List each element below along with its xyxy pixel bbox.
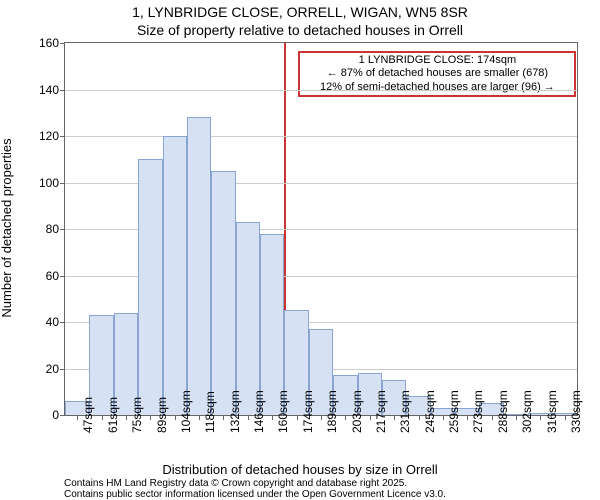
- y-tick-label: 20: [46, 362, 65, 376]
- x-tick-label: 302sqm: [520, 390, 534, 433]
- x-tick: [443, 415, 444, 420]
- x-tick-label: 174sqm: [301, 390, 315, 433]
- x-tick-label: 160sqm: [276, 390, 290, 433]
- footer-attribution: Contains HM Land Registry data © Crown c…: [64, 478, 446, 500]
- y-tick-label: 40: [46, 315, 65, 329]
- x-tick-label: 118sqm: [203, 391, 217, 433]
- x-tick: [102, 415, 103, 420]
- chart-title-line2: Size of property relative to detached ho…: [0, 22, 600, 38]
- x-tick-label: 132sqm: [228, 390, 242, 433]
- annotation-line: 1 LYNBRIDGE CLOSE: 174sqm: [300, 54, 574, 67]
- y-tick-label: 80: [46, 222, 65, 236]
- gridline: [65, 136, 577, 137]
- y-tick-label: 120: [39, 129, 65, 143]
- x-tick-label: 330sqm: [569, 390, 583, 433]
- x-axis-label: Distribution of detached houses by size …: [0, 462, 600, 477]
- x-tick-label: 47sqm: [81, 397, 95, 433]
- x-tick: [126, 415, 127, 420]
- footer-line2: Contains public sector information licen…: [64, 489, 446, 500]
- x-tick: [345, 415, 346, 420]
- x-tick: [516, 415, 517, 420]
- y-tick-label: 140: [39, 83, 65, 97]
- histogram-bar: [163, 136, 187, 415]
- x-tick-label: 231sqm: [398, 390, 412, 433]
- x-tick-label: 189sqm: [325, 390, 339, 433]
- x-tick: [467, 415, 468, 420]
- histogram-bar: [138, 159, 162, 415]
- histogram-bar: [211, 171, 235, 415]
- x-tick-label: 217sqm: [374, 390, 388, 433]
- histogram-bar: [260, 234, 284, 415]
- plot-area: 1 LYNBRIDGE CLOSE: 174sqm← 87% of detach…: [64, 42, 578, 416]
- footer-line1: Contains HM Land Registry data © Crown c…: [64, 478, 446, 489]
- x-tick: [297, 415, 298, 420]
- x-tick-label: 316sqm: [545, 390, 559, 433]
- histogram-bar: [236, 222, 260, 415]
- x-tick: [540, 415, 541, 420]
- x-tick-label: 245sqm: [423, 390, 437, 433]
- x-tick: [175, 415, 176, 420]
- histogram-bar: [187, 117, 211, 415]
- x-tick: [199, 415, 200, 420]
- chart-title-line1: 1, LYNBRIDGE CLOSE, ORRELL, WIGAN, WN5 8…: [0, 4, 600, 20]
- x-tick-label: 146sqm: [252, 390, 266, 433]
- y-axis-label: Number of detached properties: [0, 138, 14, 317]
- x-tick-label: 89sqm: [155, 397, 169, 433]
- x-tick: [394, 415, 395, 420]
- gridline: [65, 90, 577, 91]
- x-tick: [419, 415, 420, 420]
- x-tick: [77, 415, 78, 420]
- x-tick-label: 61sqm: [106, 397, 120, 433]
- y-tick-label: 160: [39, 36, 65, 50]
- x-tick-label: 288sqm: [496, 390, 510, 433]
- x-tick: [223, 415, 224, 420]
- y-tick-label: 100: [39, 176, 65, 190]
- x-tick-label: 259sqm: [447, 390, 461, 433]
- y-tick-label: 0: [52, 408, 65, 422]
- x-tick: [492, 415, 493, 420]
- y-tick-label: 60: [46, 269, 65, 283]
- x-tick-label: 203sqm: [350, 390, 364, 433]
- x-tick: [321, 415, 322, 420]
- x-tick: [565, 415, 566, 420]
- x-tick: [272, 415, 273, 420]
- x-tick-label: 104sqm: [179, 390, 193, 433]
- x-tick: [150, 415, 151, 420]
- annotation-line: ← 87% of detached houses are smaller (67…: [300, 67, 574, 80]
- x-tick-label: 75sqm: [130, 397, 144, 433]
- x-tick-label: 273sqm: [471, 390, 485, 433]
- x-tick: [248, 415, 249, 420]
- x-tick: [370, 415, 371, 420]
- annotation-line: 12% of semi-detached houses are larger (…: [300, 81, 574, 94]
